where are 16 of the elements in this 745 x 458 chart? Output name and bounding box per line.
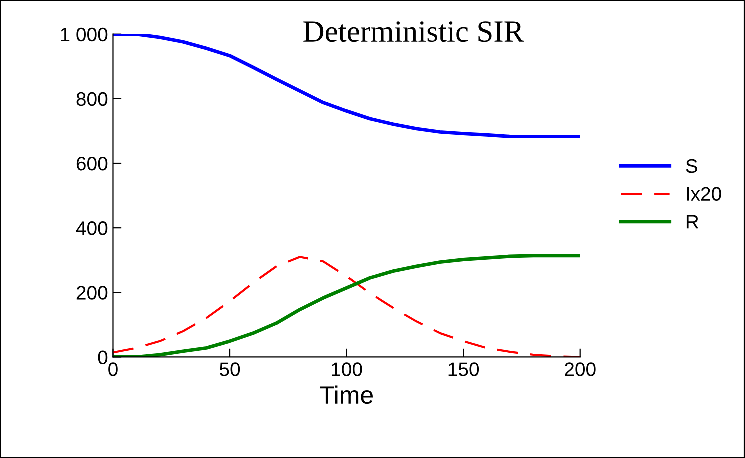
x-tick-label: 150 bbox=[448, 362, 480, 376]
legend-label: S bbox=[686, 159, 698, 174]
chart-title: Deterministic SIR bbox=[304, 22, 524, 42]
y-tick-label: 600 bbox=[76, 156, 108, 171]
x-tick-label: 100 bbox=[332, 362, 362, 376]
x-tick-label: 0 bbox=[108, 362, 118, 376]
y-tick-label: 800 bbox=[76, 92, 108, 106]
legend-label: Ix20 bbox=[687, 187, 722, 202]
y-tick-label: 0 bbox=[98, 350, 108, 364]
x-tick-label: 200 bbox=[565, 362, 596, 376]
y-tick-label: 400 bbox=[76, 222, 108, 236]
legend-label: R bbox=[686, 215, 699, 229]
x-axis-title: Time bbox=[320, 386, 373, 404]
y-tick-label: 200 bbox=[76, 286, 108, 300]
x-tick-label: 50 bbox=[220, 362, 240, 376]
y-tick-label: 1 000 bbox=[61, 28, 108, 42]
